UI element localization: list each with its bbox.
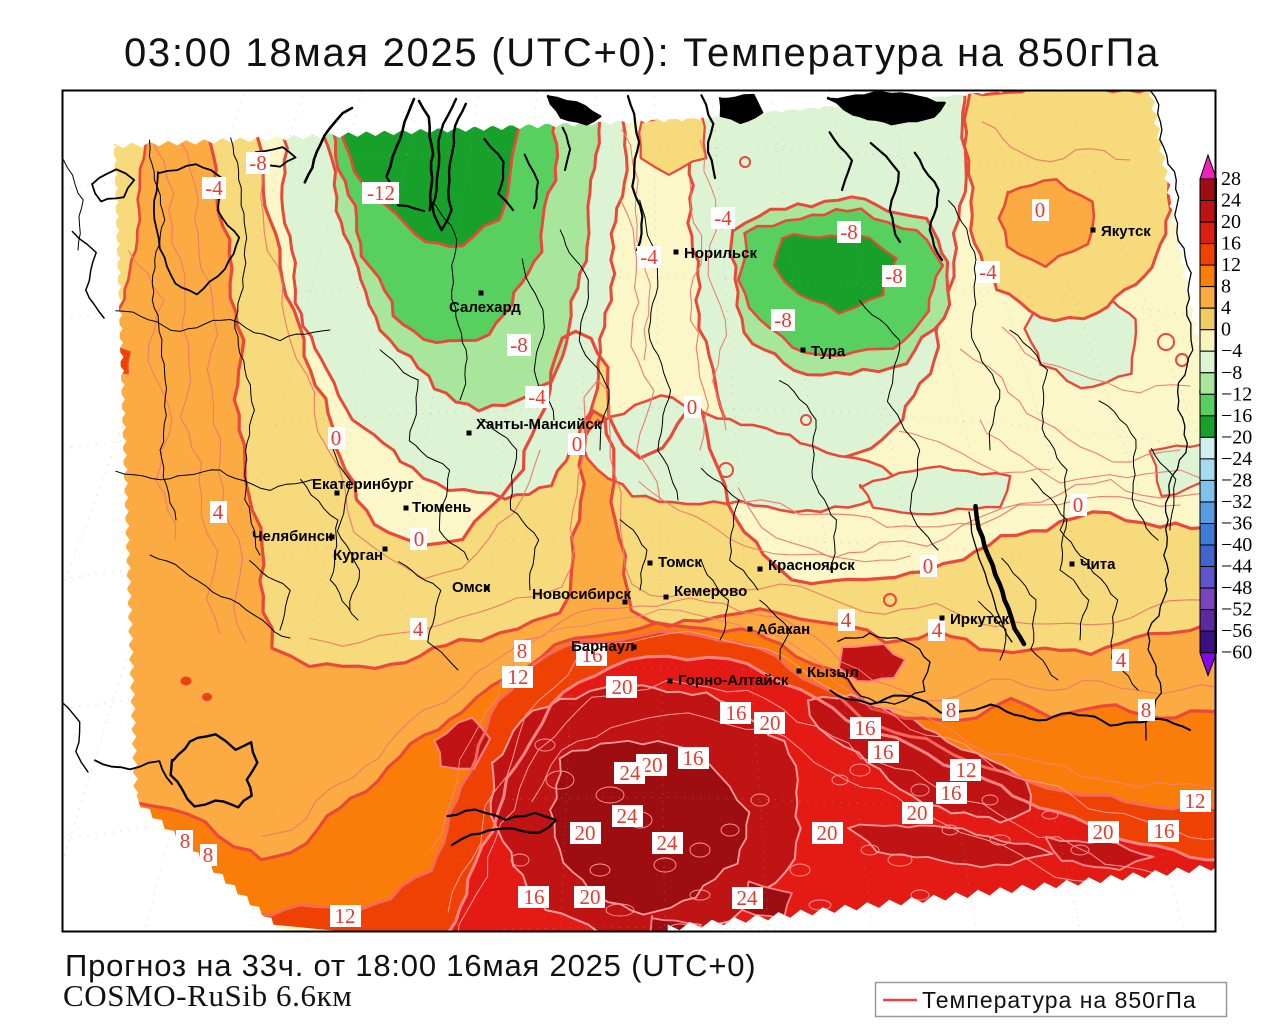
svg-text:20: 20 xyxy=(575,821,596,845)
svg-text:−40: −40 xyxy=(1221,534,1252,556)
svg-text:4: 4 xyxy=(413,617,424,641)
svg-text:−44: −44 xyxy=(1221,556,1252,578)
svg-text:Кемерово: Кемерово xyxy=(674,583,747,600)
svg-text:Абакан: Абакан xyxy=(757,621,810,638)
svg-text:-4: -4 xyxy=(205,176,223,200)
svg-text:−12: −12 xyxy=(1221,383,1252,405)
svg-text:−36: −36 xyxy=(1221,513,1252,535)
svg-text:20: 20 xyxy=(817,821,838,845)
svg-text:8: 8 xyxy=(946,698,957,722)
svg-text:Курган: Курган xyxy=(333,547,383,564)
svg-text:0: 0 xyxy=(687,395,698,419)
svg-text:-8: -8 xyxy=(249,151,267,175)
svg-text:12: 12 xyxy=(956,758,977,782)
svg-text:24: 24 xyxy=(617,804,639,828)
svg-text:20: 20 xyxy=(760,711,781,735)
svg-text:Горно-Алтайск: Горно-Алтайск xyxy=(678,672,789,689)
svg-text:Якутск: Якутск xyxy=(1101,223,1151,240)
svg-text:Прогноз на 33ч. от 18:00 16мая: Прогноз на 33ч. от 18:00 16мая 2025 (UTC… xyxy=(65,948,756,983)
svg-text:Екатеринбург: Екатеринбург xyxy=(312,476,414,493)
svg-text:8: 8 xyxy=(1221,276,1231,298)
svg-text:−48: −48 xyxy=(1221,577,1252,599)
svg-text:16: 16 xyxy=(726,701,747,725)
svg-text:Омск: Омск xyxy=(452,579,491,596)
svg-text:−20: −20 xyxy=(1221,426,1252,448)
svg-text:Челябинск: Челябинск xyxy=(252,528,333,545)
svg-text:16: 16 xyxy=(524,885,545,909)
svg-text:Иркутск: Иркутск xyxy=(950,611,1009,628)
svg-text:−28: −28 xyxy=(1221,469,1252,491)
svg-text:Тюмень: Тюмень xyxy=(412,499,471,516)
svg-text:8: 8 xyxy=(203,843,214,867)
svg-text:-4: -4 xyxy=(979,260,997,284)
svg-text:Томск: Томск xyxy=(658,554,702,571)
svg-text:4: 4 xyxy=(932,618,943,642)
svg-text:−32: −32 xyxy=(1221,491,1252,513)
svg-text:-4: -4 xyxy=(714,206,732,230)
svg-text:−56: −56 xyxy=(1221,620,1252,642)
svg-text:24: 24 xyxy=(1221,190,1241,212)
svg-text:16: 16 xyxy=(873,740,894,764)
svg-text:Красноярск: Красноярск xyxy=(768,557,855,574)
svg-text:4: 4 xyxy=(841,608,852,632)
svg-text:24: 24 xyxy=(737,886,759,910)
svg-text:−52: −52 xyxy=(1221,599,1252,621)
svg-text:4: 4 xyxy=(1116,648,1127,672)
svg-text:20: 20 xyxy=(580,885,601,909)
svg-text:0: 0 xyxy=(331,426,342,450)
svg-text:8: 8 xyxy=(517,639,528,663)
svg-text:Тура: Тура xyxy=(811,343,846,360)
svg-text:8: 8 xyxy=(1141,698,1152,722)
svg-text:−24: −24 xyxy=(1221,448,1252,470)
svg-text:16: 16 xyxy=(683,746,704,770)
svg-text:Ханты-Мансийск: Ханты-Мансийск xyxy=(476,416,602,433)
svg-text:-8: -8 xyxy=(510,333,528,357)
svg-text:12: 12 xyxy=(508,665,529,689)
svg-text:16: 16 xyxy=(582,643,603,667)
svg-text:Новосибирск: Новосибирск xyxy=(532,586,632,603)
svg-text:24: 24 xyxy=(657,831,679,855)
svg-text:24: 24 xyxy=(620,761,642,785)
svg-text:16: 16 xyxy=(1154,819,1175,843)
svg-text:16: 16 xyxy=(855,716,876,740)
svg-text:Норильск: Норильск xyxy=(684,245,757,262)
svg-text:Салехард: Салехард xyxy=(449,299,521,316)
svg-text:0: 0 xyxy=(414,527,425,551)
svg-text:4: 4 xyxy=(213,500,224,524)
svg-text:20: 20 xyxy=(907,801,928,825)
svg-text:12: 12 xyxy=(1185,789,1206,813)
svg-text:Температура на 850гПа: Температура на 850гПа xyxy=(922,987,1197,1013)
svg-text:−60: −60 xyxy=(1221,642,1252,664)
svg-text:8: 8 xyxy=(180,829,191,853)
svg-text:12: 12 xyxy=(1221,254,1241,276)
svg-text:-8: -8 xyxy=(774,308,792,332)
svg-text:20: 20 xyxy=(1221,211,1241,233)
svg-text:−4: −4 xyxy=(1221,340,1242,362)
svg-text:Барнаул: Барнаул xyxy=(571,638,634,655)
svg-text:20: 20 xyxy=(1093,820,1114,844)
svg-text:0: 0 xyxy=(1073,493,1084,517)
svg-text:−8: −8 xyxy=(1221,362,1242,384)
svg-text:16: 16 xyxy=(1221,233,1241,255)
svg-text:-4: -4 xyxy=(640,245,658,269)
svg-text:16: 16 xyxy=(941,781,962,805)
svg-text:0: 0 xyxy=(923,554,934,578)
svg-text:28: 28 xyxy=(1221,168,1241,190)
svg-text:20: 20 xyxy=(612,675,633,699)
svg-text:−16: −16 xyxy=(1221,405,1252,427)
svg-text:20: 20 xyxy=(642,753,663,777)
svg-text:12: 12 xyxy=(335,904,356,928)
svg-text:-12: -12 xyxy=(367,181,395,205)
svg-text:0: 0 xyxy=(1221,319,1231,341)
svg-text:Чита: Чита xyxy=(1080,556,1116,573)
svg-text:-4: -4 xyxy=(528,385,546,409)
svg-text:COSMO-RuSib 6.6км: COSMO-RuSib 6.6км xyxy=(63,978,353,1013)
svg-text:0: 0 xyxy=(1035,198,1046,222)
svg-text:-8: -8 xyxy=(885,264,903,288)
svg-text:0: 0 xyxy=(572,432,583,456)
svg-text:03:00 18мая 2025 (UTC+0): Темп: 03:00 18мая 2025 (UTC+0): Температура на… xyxy=(124,31,1160,75)
svg-text:Кызыл: Кызыл xyxy=(807,664,859,681)
svg-text:4: 4 xyxy=(1221,297,1231,319)
svg-text:-8: -8 xyxy=(840,220,858,244)
